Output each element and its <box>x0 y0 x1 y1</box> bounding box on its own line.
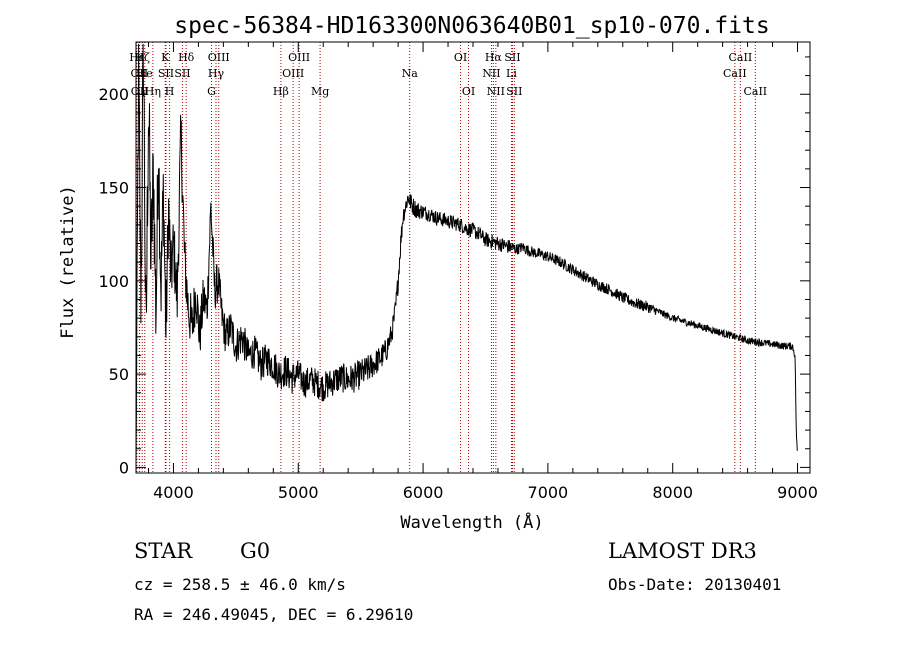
spectral-line-label: Hε <box>129 51 145 64</box>
spectral-line-label: OIII <box>288 51 310 64</box>
spectral-line-label: SII <box>158 67 174 80</box>
y-tick-label: 200 <box>98 85 129 104</box>
spectral-line-label: OI <box>454 51 467 64</box>
spectral-line-label: CaII <box>729 51 753 64</box>
spectral-line-label: He <box>137 67 153 80</box>
survey-name: LAMOST DR3 <box>608 539 757 563</box>
spectral-line-label: SII <box>506 85 522 98</box>
spectral-line-label: Hδ <box>178 51 195 64</box>
redshift-readout: cz = 258.5 ± 46.0 km/s <box>134 575 346 594</box>
x-tick-label: 7000 <box>528 483 569 502</box>
y-tick-label: 50 <box>109 365 129 384</box>
x-tick-label: 4000 <box>153 483 194 502</box>
spectral-line-label: Hη <box>145 85 161 98</box>
y-tick-label: 150 <box>98 179 129 198</box>
spectral-line-label: SII <box>504 51 520 64</box>
observation-date: Obs-Date: 20130401 <box>608 575 782 594</box>
x-axis-title: Wavelength (Å) <box>400 511 543 533</box>
spectral-line-label: CaII <box>743 85 767 98</box>
spectral-line-label: CaII <box>723 67 747 80</box>
x-tick-label: 5000 <box>278 483 319 502</box>
y-tick-label: 100 <box>98 272 129 291</box>
spectral-line-label: NII <box>487 85 505 98</box>
coordinates-readout: RA = 246.49045, DEC = 6.29610 <box>134 605 414 624</box>
spectrum-line <box>135 43 798 466</box>
spectral-line-label: Na <box>402 67 419 80</box>
x-tick-label: 9000 <box>777 483 818 502</box>
spectral-line-label: SII <box>174 67 190 80</box>
y-axis-ticks: 0 50 100 150 200 <box>98 56 810 477</box>
object-subclass: G0 <box>240 539 271 563</box>
spectral-line-label: OIII <box>282 67 304 80</box>
spectral-line-label: G <box>207 85 216 98</box>
spectral-line-label: Li <box>506 67 517 80</box>
spectral-line-markers <box>136 42 756 473</box>
spectral-line-label: Mg <box>311 85 329 98</box>
spectral-line-label: H <box>165 85 175 98</box>
spectral-line-label: Hα <box>485 51 503 64</box>
object-class: STAR <box>134 539 193 563</box>
spectral-line-label: K <box>161 51 170 64</box>
y-tick-label: 0 <box>119 458 129 477</box>
spectral-line-label: Hγ <box>208 67 225 80</box>
x-tick-label: 6000 <box>403 483 444 502</box>
plot-frame <box>135 41 811 474</box>
spectral-line-label: Hβ <box>273 85 289 98</box>
y-axis-title: Flux (relative) <box>58 185 78 339</box>
spectral-line-label: Hζ <box>134 51 150 64</box>
spectral-line-label: NII <box>482 67 500 80</box>
chart-title: spec-56384-HD163300N063640B01_sp10-070.f… <box>174 13 769 39</box>
x-axis-ticks: 4000 5000 6000 7000 8000 9000 <box>147 42 818 502</box>
x-tick-label: 8000 <box>652 483 693 502</box>
spectral-line-label: OIII <box>208 51 230 64</box>
spectral-line-label: OI <box>462 85 475 98</box>
